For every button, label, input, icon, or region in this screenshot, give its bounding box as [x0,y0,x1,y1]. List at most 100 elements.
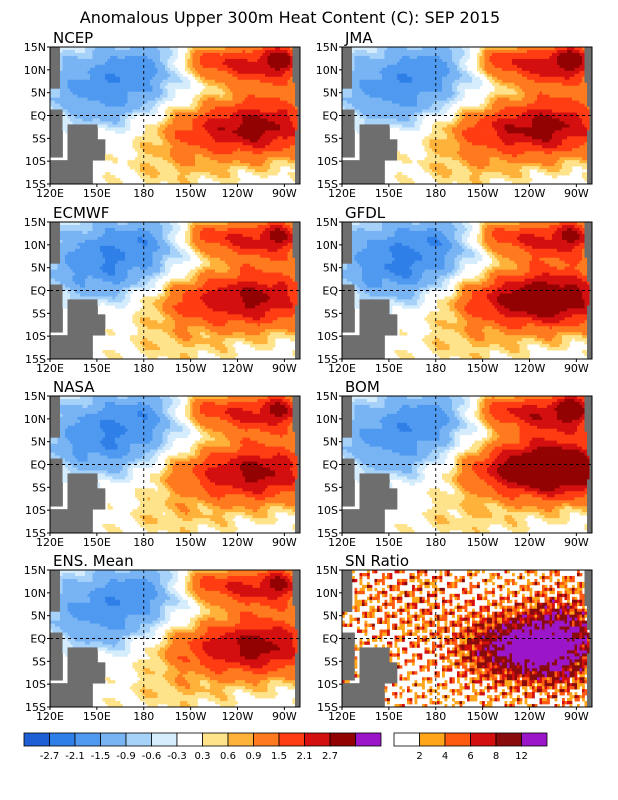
heatmap-cell [55,133,58,136]
heatmap-cell [290,136,293,139]
heatmap-cell [278,136,281,139]
heatmap-cell [205,145,208,148]
heatmap-cell [467,71,470,74]
heatmap-cell [153,92,156,95]
heatmap-cell [205,53,208,56]
heatmap-cell [98,68,101,71]
heatmap-cell [60,136,63,139]
heatmap-cell [170,160,173,163]
heatmap-cell [455,59,458,62]
heatmap-cell [255,157,258,160]
heatmap-cell [108,113,111,116]
heatmap-cell [185,151,188,154]
heatmap-cell [365,53,368,56]
heatmap-cell [75,121,78,124]
heatmap-cell [205,136,208,139]
heatmap-cell [270,124,273,127]
heatmap-cell [143,110,146,113]
heatmap-cell [213,118,216,121]
heatmap-cell [70,118,73,121]
heatmap-cell [115,157,118,160]
heatmap-cell [250,116,253,119]
heatmap-cell [200,74,203,77]
heatmap-cell [90,65,93,68]
heatmap-cell [145,68,148,71]
heatmap-cell [397,59,400,62]
heatmap-cell [105,107,108,110]
heatmap-cell [265,95,268,98]
heatmap-cell [68,107,71,110]
heatmap-cell [545,62,548,65]
heatmap-cell [270,68,273,71]
heatmap-cell [123,124,126,127]
heatmap-cell [125,71,128,74]
heatmap-cell [68,169,71,172]
heatmap-cell [437,56,440,59]
heatmap-cell [400,65,403,68]
heatmap-cell [218,127,221,130]
heatmap-cell [487,59,490,62]
heatmap-cell [115,178,118,181]
heatmap-cell [248,139,251,142]
heatmap-cell [125,118,128,121]
heatmap-cell [55,154,58,157]
heatmap-cell [60,175,63,178]
heatmap-cell [73,169,76,172]
heatmap-cell [105,53,108,56]
heatmap-cell [118,98,121,101]
heatmap-cell [255,68,258,71]
heatmap-cell [240,53,243,56]
heatmap-cell [258,124,261,127]
heatmap-cell [113,101,116,104]
heatmap-cell [208,148,211,151]
heatmap-cell [240,56,243,59]
heatmap-cell [155,151,158,154]
heatmap-cell [130,86,133,89]
heatmap-cell [130,104,133,107]
heatmap-cell [90,145,93,148]
heatmap-cell [130,62,133,65]
heatmap-cell [360,68,363,71]
heatmap-cell [230,68,233,71]
heatmap-cell [230,83,233,86]
heatmap-cell [78,163,81,166]
heatmap-cell [258,95,261,98]
heatmap-cell [73,50,76,53]
heatmap-cell [80,116,83,119]
heatmap-cell [375,68,378,71]
heatmap-cell [145,83,148,86]
heatmap-cell [150,133,153,136]
heatmap-cell [113,92,116,95]
heatmap-cell [165,175,168,178]
heatmap-cell [168,118,171,121]
heatmap-cell [165,124,168,127]
heatmap-cell [100,68,103,71]
heatmap-cell [118,118,121,121]
heatmap-cell [80,142,83,145]
heatmap-cell [208,80,211,83]
heatmap-cell [268,169,271,172]
heatmap-cell [293,89,296,92]
heatmap-cell [220,56,223,59]
heatmap-cell [480,68,483,71]
heatmap-cell [200,133,203,136]
heatmap-cell [225,74,228,77]
heatmap-cell [460,53,463,56]
heatmap-cell [63,74,66,77]
heatmap-cell [100,107,103,110]
heatmap-cell [150,74,153,77]
heatmap-cell [482,59,485,62]
heatmap-cell [60,163,63,166]
heatmap-cell [370,56,373,59]
heatmap-cell [173,53,176,56]
heatmap-cell [198,107,201,110]
heatmap-cell [158,71,161,74]
heatmap-cell [278,101,281,104]
heatmap-cell [412,62,415,65]
heatmap-cell [200,148,203,151]
heatmap-cell [170,157,173,160]
heatmap-cell [78,62,81,65]
heatmap-cell [60,101,63,104]
heatmap-cell [95,95,98,98]
heatmap-cell [183,80,186,83]
